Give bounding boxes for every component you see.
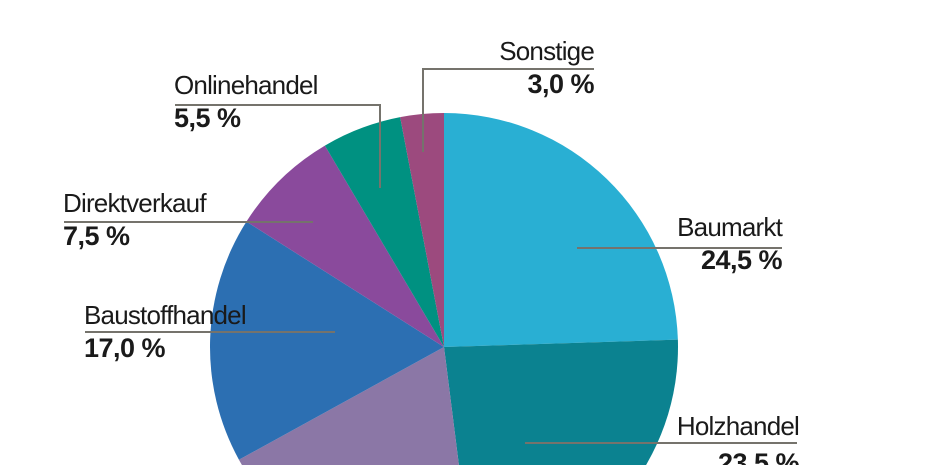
label-onlinehandel: Onlinehandel 5,5 % xyxy=(174,72,318,132)
slice-label: Onlinehandel xyxy=(174,70,318,100)
slice-value: 3,0 % xyxy=(527,69,594,99)
slice-value: 5,5 % xyxy=(174,103,241,133)
pie-slice-baumarkt xyxy=(444,113,678,347)
pie-slice-onlinehandel xyxy=(324,117,444,347)
pie-slice-baustoffhandel xyxy=(210,221,444,460)
label-baumarkt: Baumarkt 24,5 % xyxy=(677,212,783,275)
label-holzhandel: Holzhandel 23,5 % xyxy=(676,411,800,465)
slice-label: Baustoffhandel xyxy=(84,300,247,330)
label-sonstige: Sonstige 3,0 % xyxy=(499,36,595,99)
slice-value: 24,5 % xyxy=(700,245,783,275)
label-direktverkauf: Direktverkauf 7,5 % xyxy=(63,188,207,251)
pie-slice-direktverkauf xyxy=(246,145,444,347)
slice-label: Holzhandel xyxy=(676,411,800,441)
slice-value: 7,5 % xyxy=(63,221,130,251)
pie-slice-unlabeled xyxy=(238,347,459,465)
leader-lines-group xyxy=(64,68,797,444)
leader-line-sonstige xyxy=(422,68,594,152)
pie-slices-group xyxy=(210,113,678,465)
slice-label: Sonstige xyxy=(499,36,595,66)
leader-line-onlinehandel xyxy=(175,104,381,188)
pie-slice-holzhandel xyxy=(444,339,678,465)
pie-slice-sonstige xyxy=(400,113,444,347)
slice-label: Baumarkt xyxy=(677,212,783,242)
slice-label: Direktverkauf xyxy=(63,188,207,218)
slice-value: 17,0 % xyxy=(84,333,166,363)
slice-value: 23,5 % xyxy=(717,448,800,465)
label-baustoffhandel: Baustoffhandel 17,0 % xyxy=(84,300,247,363)
